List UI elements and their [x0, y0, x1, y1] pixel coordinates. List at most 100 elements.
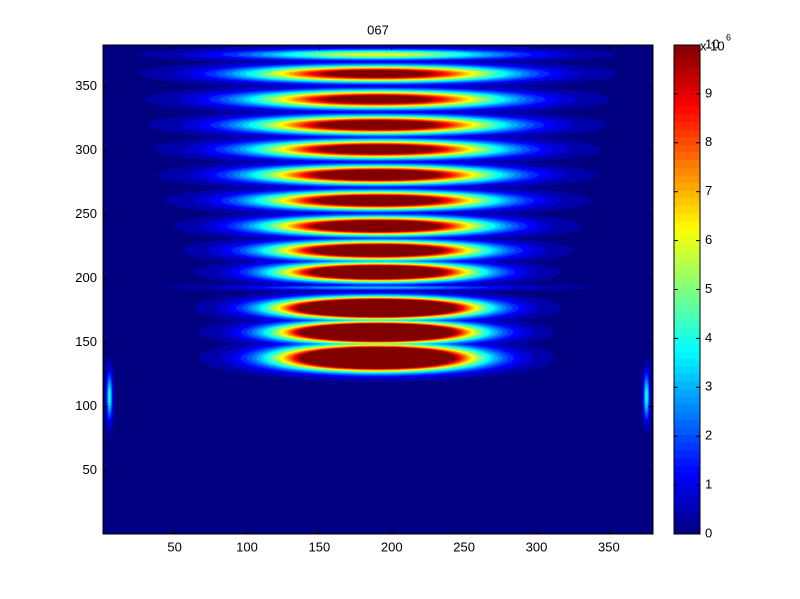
colorbar-swatch: [674, 228, 700, 237]
heatmap-blob: [109, 394, 110, 399]
colorbar-swatch: [674, 67, 700, 77]
colorbar-swatch: [674, 121, 700, 130]
colorbar-tick-label: 9: [705, 85, 712, 100]
heatmap-blob: [318, 144, 436, 154]
colorbar-swatch: [674, 388, 700, 397]
colorbar-swatch: [674, 427, 700, 436]
colorbar-swatch: [674, 503, 700, 512]
colorbar-tick-label: 6: [705, 232, 712, 247]
colorbar-swatch: [674, 52, 700, 61]
colorbar-swatch: [674, 113, 700, 122]
colorbar-tick-label: 8: [705, 134, 712, 149]
colorbar-swatch: [674, 488, 700, 497]
colorbar-exponent-label: x 10: [700, 38, 725, 53]
colorbar-swatch: [674, 518, 700, 527]
colorbar-swatch: [674, 312, 700, 321]
colorbar-swatch: [674, 480, 700, 489]
colorbar-swatch: [674, 442, 700, 451]
x-tick-label: 100: [236, 539, 258, 554]
colorbar-swatch: [674, 106, 700, 115]
colorbar-tick-label: 5: [705, 281, 712, 296]
colorbar-swatch: [674, 457, 700, 466]
colorbar-swatch: [674, 526, 700, 535]
colorbar-swatch: [674, 472, 700, 482]
colorbar-swatch: [674, 220, 700, 229]
colorbar-swatch: [674, 320, 700, 329]
colorbar-swatch: [674, 136, 700, 145]
heatmap-blob: [317, 120, 438, 130]
colorbar-swatch: [674, 258, 700, 268]
heatmap-blob: [323, 70, 431, 78]
colorbar-swatch: [674, 511, 700, 520]
heatmap-blob: [325, 95, 430, 104]
colorbar-swatch: [674, 213, 700, 222]
colorbar-swatch: [674, 167, 700, 176]
colorbar-swatch: [674, 205, 700, 214]
colorbar-swatch: [674, 236, 700, 245]
colorbar-tick-label: 2: [705, 428, 712, 443]
y-tick-label: 50: [83, 462, 97, 477]
heatmap-blob: [298, 347, 456, 369]
colorbar-swatch: [674, 182, 700, 191]
colorbar-tick-label: 7: [705, 183, 712, 198]
colorbar-swatch: [674, 396, 700, 405]
colorbar-swatch: [674, 365, 700, 375]
colorbar-swatch: [674, 144, 700, 153]
colorbar-tick-label: 1: [705, 477, 712, 492]
colorbar-swatch: [674, 98, 700, 107]
x-tick-label: 200: [381, 539, 403, 554]
colorbar-swatch: [674, 266, 700, 275]
x-tick-label: 300: [526, 539, 548, 554]
colorbar-swatch: [674, 419, 700, 428]
colorbar-exponent: 6: [726, 32, 731, 42]
colorbar-tick-label: 4: [705, 330, 712, 345]
colorbar-swatch: [674, 297, 700, 306]
x-tick-label: 250: [453, 539, 475, 554]
x-tick-label: 150: [309, 539, 331, 554]
y-tick-label: 200: [75, 270, 97, 285]
colorbar-swatch: [674, 289, 700, 298]
colorbar-swatch: [674, 304, 700, 313]
colorbar-swatch: [674, 90, 700, 99]
heatmap-blob: [335, 286, 419, 289]
colorbar-swatch: [674, 159, 700, 168]
x-tick-label: 50: [167, 539, 181, 554]
colorbar-swatch: [674, 465, 700, 474]
colorbar-swatch: [674, 358, 700, 367]
heatmap-blob: [312, 220, 442, 232]
colorbar-swatch: [674, 449, 700, 459]
y-tick-label: 350: [75, 78, 97, 93]
colorbar-tick-label: 0: [705, 525, 712, 540]
heatmap-blob: [296, 299, 459, 317]
colorbar-tick-label: 3: [705, 379, 712, 394]
heatmap-blob: [314, 195, 440, 206]
colorbar-swatch: [674, 174, 700, 184]
y-tick-label: 150: [75, 334, 97, 349]
colorbar-swatch: [674, 60, 700, 69]
colorbar-swatch: [674, 190, 700, 199]
colorbar-swatch: [674, 495, 700, 504]
colorbar-tick-label: 10: [705, 36, 719, 51]
colorbar-swatch: [674, 197, 700, 206]
colorbar-swatch: [674, 274, 700, 283]
colorbar-swatch: [674, 335, 700, 344]
colorbar-swatch: [674, 243, 700, 252]
colorbar-swatch: [674, 381, 700, 390]
colorbar-swatch: [674, 373, 700, 382]
plot-area: [103, 45, 653, 534]
colorbar-swatch: [674, 129, 700, 138]
colorbar-swatch: [674, 45, 700, 54]
colorbar-swatch: [674, 75, 700, 84]
heatmap-blob: [313, 169, 442, 180]
axes-frame: [102, 44, 654, 535]
x-tick-label: 350: [598, 539, 620, 554]
y-tick-label: 300: [75, 142, 97, 157]
colorbar-swatch: [674, 350, 700, 359]
y-tick-label: 100: [75, 398, 97, 413]
heatmap-blob: [646, 394, 647, 399]
colorbar-swatch: [674, 251, 700, 260]
colorbar-swatch: [674, 327, 700, 336]
colorbar-swatch: [674, 151, 700, 161]
colorbar-swatch: [674, 434, 700, 443]
